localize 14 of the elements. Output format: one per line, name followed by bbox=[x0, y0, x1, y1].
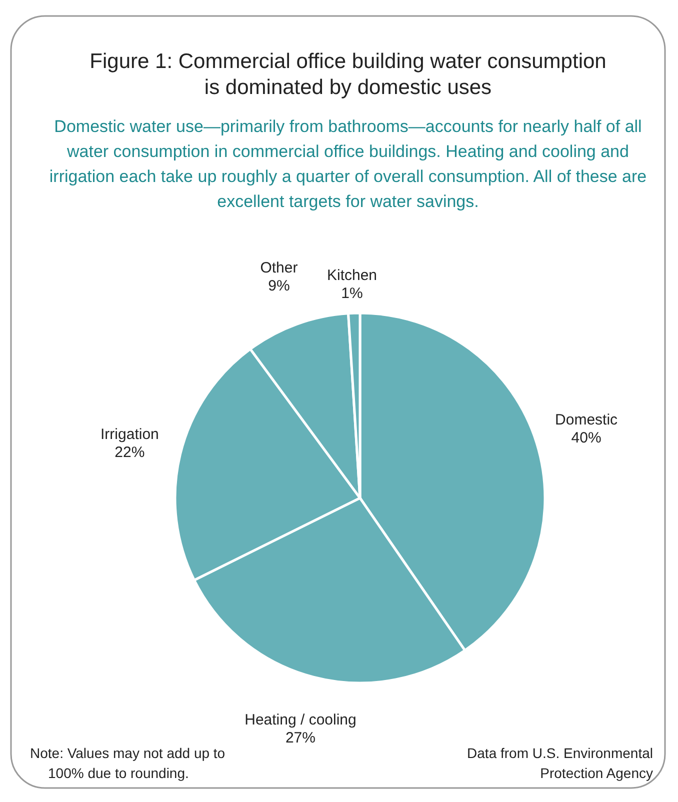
slice-label: Other bbox=[260, 259, 298, 276]
text: Note: Values may not add up to 100% due to rounding. bbox=[30, 745, 226, 781]
data-label: 1% bbox=[341, 285, 363, 302]
data-label: 27% bbox=[285, 729, 316, 746]
data-label: 40% bbox=[571, 430, 602, 447]
slice-label: Heating / cooling bbox=[244, 711, 356, 728]
text: Data from U.S. Environmental Protection Agency bbox=[467, 745, 653, 781]
slice-label: Domestic bbox=[555, 412, 618, 429]
chart-title: Figure 1: Commercial office building water consumption is dominated by domestic uses bbox=[90, 50, 606, 99]
slice-label: Kitchen bbox=[326, 267, 378, 284]
data-label: 22% bbox=[114, 444, 145, 462]
slice-label: Irrigation bbox=[100, 426, 159, 444]
chart-subtitle: Domestic water use—primarily from bathrooms—accounts for nearly half of all water consumption in commercial office buildings. Heating and cooling and irrigation each take up roughly a quarter of overall consumption. All of these are excellent targets for water savings. bbox=[49, 117, 647, 211]
data-label: 9% bbox=[268, 277, 290, 294]
